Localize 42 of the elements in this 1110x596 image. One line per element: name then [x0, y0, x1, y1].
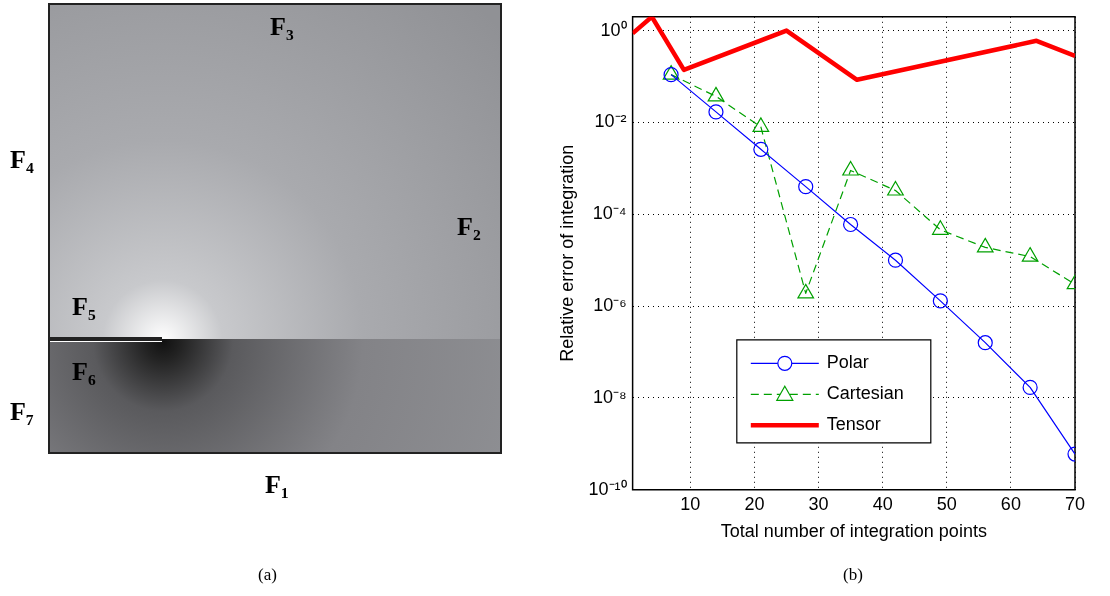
point	[797, 283, 815, 299]
point	[932, 293, 948, 309]
y-tick-label: 10⁰	[600, 19, 627, 40]
text: F₄	[10, 145, 34, 175]
y-tick-label: 10⁻¹⁰	[588, 478, 627, 499]
point	[1022, 379, 1038, 395]
text: F₆	[72, 357, 96, 387]
legend-label: Tensor	[826, 414, 881, 435]
y-tick-label: 10⁻²	[594, 111, 627, 132]
point	[753, 141, 769, 157]
y-tick-label: 10⁻⁶	[593, 295, 627, 316]
point	[976, 237, 994, 253]
x-tick-label: 50	[936, 493, 957, 514]
legend-label: Cartesian	[826, 383, 904, 404]
x-tick-label: 40	[872, 493, 893, 514]
point	[707, 86, 725, 102]
legend-label: Polar	[826, 352, 869, 373]
text: F₂	[457, 212, 481, 242]
y-tick-label: 10⁻⁸	[592, 386, 627, 407]
x-tick-label: 10	[680, 493, 701, 514]
point	[931, 220, 949, 235]
point	[977, 335, 993, 351]
text: F₁	[265, 470, 289, 500]
point	[798, 179, 814, 195]
x-tick-label: 30	[808, 493, 829, 514]
x-tick-label: 20	[744, 493, 765, 514]
text: (b)	[842, 565, 864, 585]
y-axis-title: Relative error of integration	[556, 144, 577, 362]
x-tick-label: 70	[1064, 493, 1086, 514]
y-tick-label: 10⁻⁴	[592, 203, 627, 224]
point	[887, 180, 904, 196]
point	[842, 160, 859, 176]
text: F₇	[10, 397, 34, 427]
point	[887, 252, 904, 268]
text: (a)	[258, 565, 277, 585]
point	[843, 216, 859, 233]
point	[1021, 246, 1039, 262]
x-tick-label: 60	[1000, 493, 1021, 514]
point	[752, 117, 770, 133]
text: F₃	[270, 12, 294, 42]
text: F₅	[72, 292, 96, 322]
x-axis-title: Total number of integration points	[720, 521, 987, 542]
